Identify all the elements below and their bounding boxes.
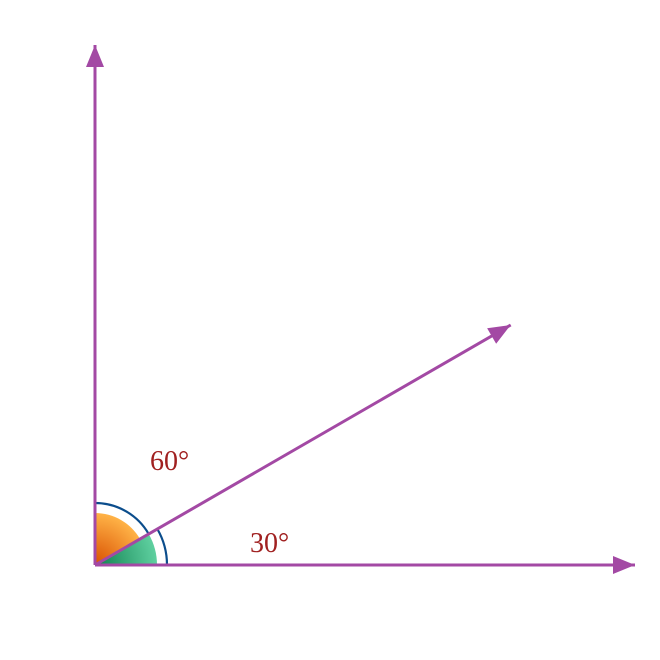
angle-label-arc30: 30° [250,528,289,559]
ray-diagonal [95,325,511,565]
ray-horizontal-arrowhead-icon [613,556,635,574]
angle-diagram: 30° 60° [0,0,660,660]
ray-vertical-arrowhead-icon [86,45,104,67]
angle-label-arc60: 60° [150,446,189,477]
angle-arc-arc30 [157,529,167,565]
ray-diagonal-arrowhead-icon [487,325,511,344]
